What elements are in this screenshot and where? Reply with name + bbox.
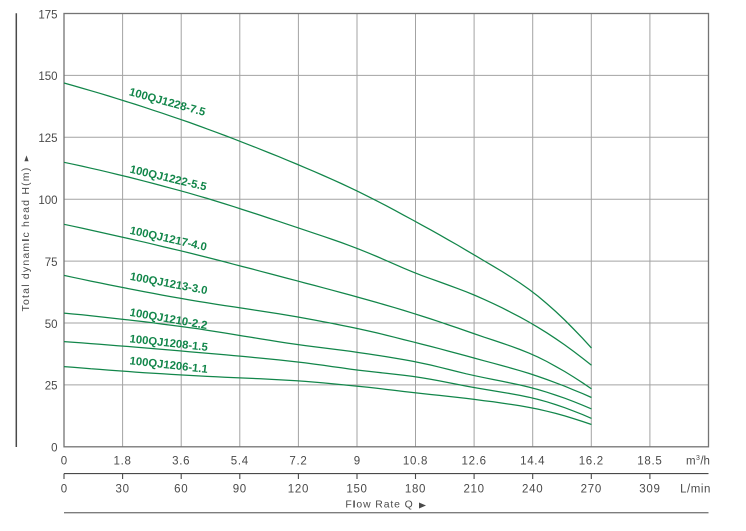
svg-text:125: 125 — [38, 133, 57, 145]
svg-text:12.6: 12.6 — [462, 456, 487, 468]
svg-text:1.8: 1.8 — [114, 456, 132, 468]
svg-text:m3/h: m3/h — [686, 455, 710, 468]
svg-text:180: 180 — [405, 484, 426, 496]
svg-text:75: 75 — [45, 257, 58, 269]
svg-text:10.8: 10.8 — [403, 456, 428, 468]
svg-text:5.4: 5.4 — [231, 456, 249, 468]
svg-text:90: 90 — [233, 484, 247, 496]
svg-text:Total dynamIc head H(m): Total dynamIc head H(m) — [20, 167, 32, 312]
svg-text:270: 270 — [581, 484, 602, 496]
svg-text:0: 0 — [51, 443, 57, 455]
svg-text:0: 0 — [61, 456, 67, 468]
svg-text:120: 120 — [288, 484, 309, 496]
svg-text:14.4: 14.4 — [520, 456, 545, 468]
svg-text:175: 175 — [38, 9, 57, 21]
svg-text:25: 25 — [45, 381, 58, 393]
svg-text:150: 150 — [38, 71, 57, 83]
svg-text:30: 30 — [115, 484, 129, 496]
svg-text:L/min: L/min — [680, 484, 711, 496]
svg-text:18.5: 18.5 — [637, 456, 662, 468]
svg-text:309: 309 — [639, 484, 660, 496]
svg-text:150: 150 — [346, 484, 367, 496]
svg-text:0: 0 — [61, 484, 67, 496]
svg-text:210: 210 — [463, 484, 484, 496]
svg-text:FIow Rate Q: FIow Rate Q — [345, 500, 413, 511]
svg-text:60: 60 — [174, 484, 188, 496]
svg-text:3.6: 3.6 — [172, 456, 190, 468]
svg-text:240: 240 — [522, 484, 543, 496]
svg-text:16.2: 16.2 — [579, 456, 604, 468]
svg-text:100: 100 — [38, 195, 57, 207]
svg-text:9: 9 — [354, 456, 360, 468]
svg-text:50: 50 — [45, 319, 58, 331]
svg-text:7.2: 7.2 — [289, 456, 307, 468]
